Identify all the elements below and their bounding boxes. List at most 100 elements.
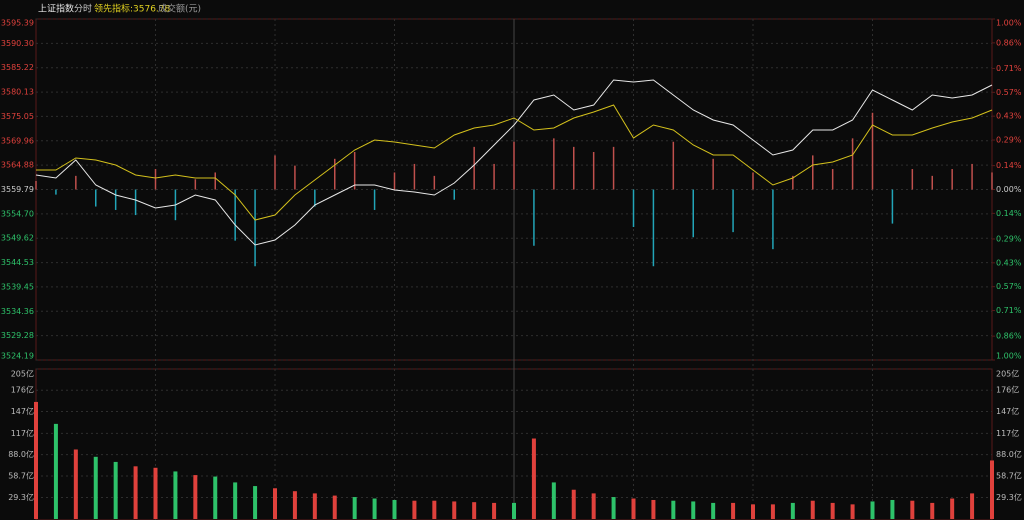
y2-tick-label: 0.86%: [996, 332, 1022, 341]
volume-bar: [432, 500, 437, 519]
y2-tick-label: 0.29%: [996, 136, 1022, 145]
volume-bar: [352, 497, 357, 519]
volume-bar: [153, 467, 158, 519]
price-line: [36, 104, 993, 221]
y-tick-label: 3590.30: [1, 39, 34, 48]
volume-bar: [870, 501, 875, 519]
volume-bar: [113, 461, 118, 519]
volume-bar: [790, 502, 795, 519]
y-tick-label: 3544.53: [1, 258, 34, 267]
volume-tick-label: 88.0亿: [8, 449, 34, 459]
volume-bar: [512, 502, 516, 519]
y2-tick-label: 0.71%: [996, 64, 1022, 73]
volume-tick-label: 58.7亿: [8, 471, 34, 481]
y2-tick-label: 1.00%: [996, 352, 1022, 361]
volume-title: 成交额(元): [158, 3, 201, 15]
y-tick-label: 3529.28: [1, 331, 34, 340]
y-tick-label: 3524.19: [1, 352, 34, 361]
volume-tick-label: 176亿: [11, 385, 34, 395]
volume-bar: [332, 495, 337, 519]
volume-bar: [890, 499, 895, 519]
y-tick-label: 3549.62: [1, 234, 34, 243]
volume-tick-label-right: 88.0亿: [996, 449, 1022, 459]
volume-tick-label-right: 176亿: [996, 385, 1019, 395]
volume-bar: [292, 491, 297, 519]
y2-tick-label: 0.57%: [996, 282, 1022, 291]
volume-bar: [53, 423, 58, 519]
volume-bar: [691, 501, 696, 519]
y-tick-label: 3534.36: [1, 307, 34, 316]
volume-tick-label-right: 117亿: [996, 428, 1019, 438]
volume-tick-label-right: 205亿: [996, 369, 1019, 379]
volume-bar: [571, 489, 576, 519]
volume-bar: [930, 502, 935, 519]
volume-bar: [312, 493, 317, 519]
volume-bar: [412, 500, 417, 519]
volume-bar: [671, 500, 676, 519]
volume-bar: [173, 471, 178, 519]
volume-bar: [810, 500, 815, 519]
y-tick-label: 3580.13: [1, 88, 34, 97]
y2-tick-label: 0.14%: [996, 209, 1022, 218]
volume-bar: [193, 475, 198, 519]
volume-bar: [651, 499, 656, 519]
volume-bar: [392, 499, 397, 519]
indicator-label: 领先指标:3576.78: [94, 3, 171, 15]
y2-tick-label: 0.14%: [996, 161, 1022, 170]
volume-bar: [631, 498, 636, 519]
chart-title: 上证指数: [38, 3, 74, 15]
y-tick-label: 3585.22: [1, 63, 34, 72]
volume-bar: [611, 497, 616, 519]
y2-tick-label: 0.43%: [996, 112, 1022, 121]
volume-bar: [591, 493, 596, 519]
volume-bar: [452, 501, 457, 519]
y-tick-label: 3554.70: [1, 209, 34, 218]
volume-bar: [531, 438, 536, 519]
volume-bar: [990, 460, 994, 519]
y2-tick-label: 1.00%: [996, 19, 1022, 28]
y-tick-label: 3539.45: [1, 282, 34, 291]
vertical-grid: [155, 19, 873, 520]
y-tick-label: 3575.05: [1, 112, 34, 121]
y2-tick-label: 0.57%: [996, 88, 1022, 97]
volume-bar: [770, 504, 775, 519]
y2-tick-label: 0.43%: [996, 258, 1022, 267]
y2-tick-label: 0.00%: [996, 185, 1022, 194]
y-tick-label: 3569.96: [1, 136, 34, 145]
volume-bar: [492, 502, 497, 519]
y-tick-label: 3559.79: [1, 185, 34, 194]
volume-tick-label: 147亿: [11, 406, 34, 416]
y2-tick-label: 0.86%: [996, 38, 1022, 47]
volume-bar: [731, 502, 736, 519]
y2-tick-label: 0.29%: [996, 234, 1022, 243]
volume-bar: [970, 493, 975, 519]
volume-bar: [551, 482, 556, 519]
volume-tick-label: 29.3亿: [8, 492, 34, 502]
volume-bar: [34, 401, 38, 519]
volume-bar: [233, 482, 238, 519]
volume-bar: [711, 502, 716, 519]
volume-tick-label: 205亿: [11, 369, 34, 379]
price-line: [35, 79, 993, 246]
y-tick-label: 3564.88: [1, 161, 34, 170]
volume-bar: [950, 498, 955, 519]
y-tick-label: 3595.39: [1, 19, 34, 28]
volume-bar: [751, 504, 755, 519]
volume-bar: [133, 466, 138, 519]
volume-bar: [273, 488, 277, 519]
volume-bar: [372, 498, 377, 519]
volume-tick-label-right: 58.7亿: [996, 471, 1022, 481]
volume-tick-label: 117亿: [11, 428, 34, 438]
volume-tick-label-right: 147亿: [996, 406, 1019, 416]
volume-bar: [93, 456, 98, 519]
y2-tick-label: 0.71%: [996, 306, 1022, 315]
volume-bar: [253, 486, 258, 519]
volume-bar: [830, 502, 835, 519]
volume-bar: [73, 449, 78, 519]
volume-bar: [472, 502, 477, 519]
volume-tick-label-right: 29.3亿: [996, 492, 1022, 502]
mode-label: 分时: [74, 3, 92, 15]
